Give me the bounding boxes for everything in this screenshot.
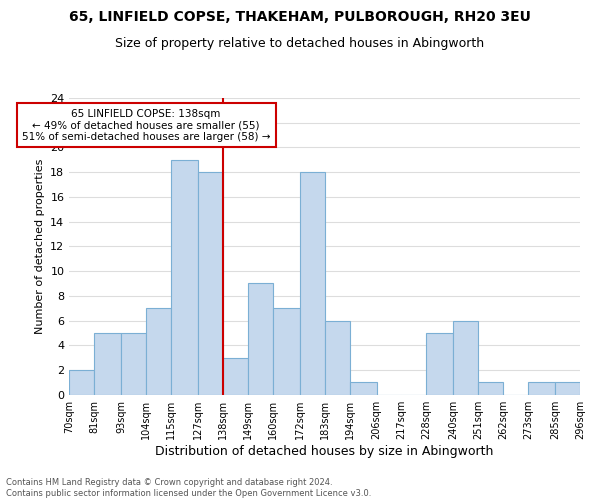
Bar — [121, 333, 146, 394]
Bar — [427, 333, 454, 394]
Bar — [248, 284, 272, 395]
Bar — [223, 358, 248, 395]
Y-axis label: Number of detached properties: Number of detached properties — [35, 158, 44, 334]
X-axis label: Distribution of detached houses by size in Abingworth: Distribution of detached houses by size … — [155, 444, 494, 458]
Bar — [171, 160, 198, 394]
Bar — [146, 308, 171, 394]
Bar — [198, 172, 223, 394]
Bar — [555, 382, 580, 394]
Text: 65 LINFIELD COPSE: 138sqm
← 49% of detached houses are smaller (55)
51% of semi-: 65 LINFIELD COPSE: 138sqm ← 49% of detac… — [22, 108, 271, 142]
Bar — [300, 172, 325, 394]
Text: Contains HM Land Registry data © Crown copyright and database right 2024.
Contai: Contains HM Land Registry data © Crown c… — [6, 478, 371, 498]
Bar — [454, 320, 478, 394]
Bar — [350, 382, 377, 394]
Text: Size of property relative to detached houses in Abingworth: Size of property relative to detached ho… — [115, 38, 485, 51]
Bar — [272, 308, 300, 394]
Text: 65, LINFIELD COPSE, THAKEHAM, PULBOROUGH, RH20 3EU: 65, LINFIELD COPSE, THAKEHAM, PULBOROUGH… — [69, 10, 531, 24]
Bar — [478, 382, 503, 394]
Bar — [69, 370, 94, 394]
Bar — [94, 333, 121, 394]
Bar — [528, 382, 555, 394]
Bar — [325, 320, 350, 394]
